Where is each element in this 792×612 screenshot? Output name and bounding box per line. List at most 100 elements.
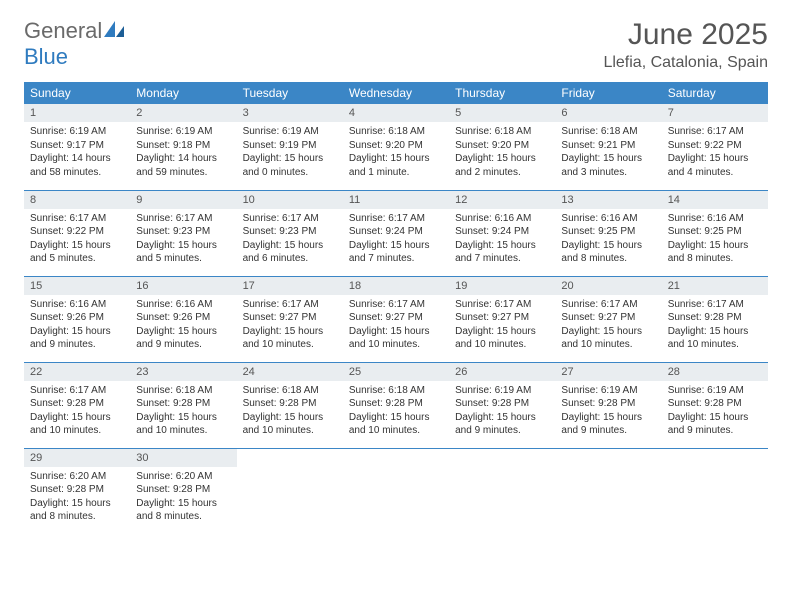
sunset-line: Sunset: 9:28 PM — [561, 398, 635, 409]
day-number: 5 — [449, 104, 555, 122]
day-number: 22 — [24, 363, 130, 381]
dayname-row: Sunday Monday Tuesday Wednesday Thursday… — [24, 82, 768, 104]
sunrise-line: Sunrise: 6:18 AM — [455, 126, 531, 137]
calendar-cell: 25Sunrise: 6:18 AMSunset: 9:28 PMDayligh… — [343, 362, 449, 448]
day-number: 19 — [449, 277, 555, 295]
day-details: Sunrise: 6:19 AMSunset: 9:28 PMDaylight:… — [449, 381, 555, 441]
sunset-line: Sunset: 9:28 PM — [30, 484, 104, 495]
daylight-line: Daylight: 15 hours and 0 minutes. — [243, 153, 324, 178]
calendar-cell: 9Sunrise: 6:17 AMSunset: 9:23 PMDaylight… — [130, 190, 236, 276]
sunset-line: Sunset: 9:28 PM — [30, 398, 104, 409]
sunset-line: Sunset: 9:24 PM — [349, 226, 423, 237]
day-details: Sunrise: 6:16 AMSunset: 9:26 PMDaylight:… — [130, 295, 236, 355]
day-number: 1 — [24, 104, 130, 122]
daylight-line: Daylight: 15 hours and 2 minutes. — [455, 153, 536, 178]
daylight-line: Daylight: 15 hours and 9 minutes. — [455, 412, 536, 437]
daylight-line: Daylight: 15 hours and 7 minutes. — [349, 240, 430, 265]
dayname-thursday: Thursday — [449, 82, 555, 104]
calendar-cell: 21Sunrise: 6:17 AMSunset: 9:28 PMDayligh… — [662, 276, 768, 362]
daylight-line: Daylight: 15 hours and 8 minutes. — [561, 240, 642, 265]
calendar-cell: 30Sunrise: 6:20 AMSunset: 9:28 PMDayligh… — [130, 448, 236, 534]
calendar-cell: 23Sunrise: 6:18 AMSunset: 9:28 PMDayligh… — [130, 362, 236, 448]
day-number: 20 — [555, 277, 661, 295]
sunset-line: Sunset: 9:20 PM — [455, 140, 529, 151]
calendar-cell: 5 Sunrise: 6:18 AM Sunset: 9:20 PM Daylight… — [449, 104, 555, 190]
day-details: Sunrise: 6:19 AM Sunset: 9:28 PM Daylight:… — [555, 381, 661, 441]
dayname-wednesday: Wednesday — [343, 82, 449, 104]
sunset-line: Sunset: 9:27 PM — [243, 312, 317, 323]
sunset-line: Sunset: 9:21 PM — [561, 140, 635, 151]
sunset-line: Sunset: 9:24 PM — [455, 226, 529, 237]
calendar-cell: 20Sunrise: 6:17 AMSunset: 9:27 PMDayligh… — [555, 276, 661, 362]
daylight-line: Daylight: 15 hours and 9 minutes. — [561, 412, 642, 437]
sunrise-line: Sunrise: 6:17 AM — [136, 213, 212, 224]
day-number: 14 — [662, 191, 768, 209]
day-details: Sunrise: 6:18 AMSunset: 9:28 PMDaylight:… — [130, 381, 236, 441]
logo-text-general: General — [24, 18, 102, 43]
day-number: 3 — [237, 104, 343, 122]
day-number: 10 — [237, 191, 343, 209]
sunrise-line: Sunrise: 6:17 AM — [243, 299, 319, 310]
dayname-saturday: Saturday — [662, 82, 768, 104]
calendar-cell: 17Sunrise: 6:17 AMSunset: 9:27 PMDayligh… — [237, 276, 343, 362]
daylight-line: Daylight: 15 hours and 10 minutes. — [455, 326, 536, 351]
daylight-line: Daylight: 14 hours and 59 minutes. — [136, 153, 217, 178]
day-number: 6 — [555, 104, 661, 122]
day-number: 15 — [24, 277, 130, 295]
sunset-line: Sunset: 9:28 PM — [349, 398, 423, 409]
day-details: Sunrise: 6:16 AMSunset: 9:26 PMDaylight:… — [24, 295, 130, 355]
daylight-line: Daylight: 15 hours and 1 minute. — [349, 153, 430, 178]
sunrise-line: Sunrise: 6:19 AM — [243, 126, 319, 137]
daylight-line: Daylight: 15 hours and 3 minutes. — [561, 153, 642, 178]
sunset-line: Sunset: 9:27 PM — [349, 312, 423, 323]
dayname-friday: Friday — [555, 82, 661, 104]
day-details: Sunrise: 6:20 AMSunset: 9:28 PMDaylight:… — [130, 467, 236, 527]
calendar-cell — [555, 448, 661, 534]
calendar-cell: 10Sunrise: 6:17 AMSunset: 9:23 PMDayligh… — [237, 190, 343, 276]
day-details: Sunrise: 6:17 AMSunset: 9:23 PMDaylight:… — [130, 209, 236, 269]
calendar-cell: 24 Sunrise: 6:18 AM Sunset: 9:28 PM Dayligh… — [237, 362, 343, 448]
day-details: Sunrise: 6:18 AMSunset: 9:20 PMDaylight:… — [343, 122, 449, 182]
daylight-line: Daylight: 15 hours and 10 minutes. — [243, 412, 324, 437]
logo-text-blue: Blue — [24, 44, 68, 69]
day-number: 21 — [662, 277, 768, 295]
daylight-line: Daylight: 15 hours and 6 minutes. — [243, 240, 324, 265]
day-number: 24 — [237, 363, 343, 381]
calendar-cell: 14Sunrise: 6:16 AMSunset: 9:25 PMDayligh… — [662, 190, 768, 276]
sunrise-line: Sunrise: 6:17 AM — [30, 385, 106, 396]
calendar-cell — [449, 448, 555, 534]
sunset-line: Sunset: 9:28 PM — [243, 398, 317, 409]
sunset-line: Sunset: 9:28 PM — [668, 312, 742, 323]
sunrise-line: Sunrise: 6:19 AM — [561, 385, 637, 396]
sunset-line: Sunset: 9:26 PM — [136, 312, 210, 323]
sunset-line: Sunset: 9:26 PM — [30, 312, 104, 323]
sunrise-line: Sunrise: 6:18 AM — [561, 126, 637, 137]
sunrise-line: Sunrise: 6:19 AM — [136, 126, 212, 137]
sunrise-line: Sunrise: 6:17 AM — [668, 299, 744, 310]
logo-sail-icon — [104, 20, 126, 43]
sunset-line: Sunset: 9:23 PM — [136, 226, 210, 237]
calendar-row: 1Sunrise: 6:19 AMSunset: 9:17 PMDaylight… — [24, 104, 768, 190]
daylight-line: Daylight: 15 hours and 10 minutes. — [136, 412, 217, 437]
day-number: 11 — [343, 191, 449, 209]
day-number: 18 — [343, 277, 449, 295]
day-details: Sunrise: 6:17 AMSunset: 9:28 PMDaylight:… — [24, 381, 130, 441]
calendar-row: 22 Sunrise: 6:17 AM Sunset: 9:28 PM Dayligh… — [24, 362, 768, 448]
calendar-cell: 15Sunrise: 6:16 AMSunset: 9:26 PMDayligh… — [24, 276, 130, 362]
sunset-line: Sunset: 9:28 PM — [136, 484, 210, 495]
day-details: Sunrise: 6:18 AMSunset: 9:28 PMDaylight:… — [343, 381, 449, 441]
day-details: Sunrise: 6:16 AMSunset: 9:24 PMDaylight:… — [449, 209, 555, 269]
sunrise-line: Sunrise: 6:18 AM — [243, 385, 319, 396]
dayname-sunday: Sunday — [24, 82, 130, 104]
sunset-line: Sunset: 9:22 PM — [30, 226, 104, 237]
day-details: Sunrise: 6:18 AM Sunset: 9:20 PM Daylight:… — [449, 122, 555, 182]
day-number: 30 — [130, 449, 236, 467]
day-number: 4 — [343, 104, 449, 122]
sunrise-line: Sunrise: 6:17 AM — [349, 299, 425, 310]
calendar-cell: 1Sunrise: 6:19 AMSunset: 9:17 PMDaylight… — [24, 104, 130, 190]
day-number: 28 — [662, 363, 768, 381]
daylight-line: Daylight: 15 hours and 9 minutes. — [30, 326, 111, 351]
calendar-cell — [662, 448, 768, 534]
daylight-line: Daylight: 15 hours and 8 minutes. — [136, 498, 217, 523]
calendar-row: 29Sunrise: 6:20 AMSunset: 9:28 PMDayligh… — [24, 448, 768, 534]
